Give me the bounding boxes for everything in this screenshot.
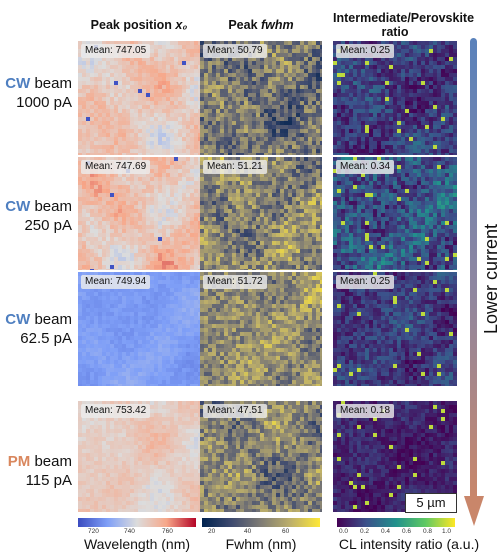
beam-mode: CW bbox=[5, 311, 31, 328]
map-texture bbox=[333, 272, 457, 386]
colorbar-gradient bbox=[337, 518, 455, 527]
colorbar-ratio: 0.0 0.2 0.4 0.6 0.8 1.0 bbox=[337, 518, 455, 535]
map-texture bbox=[200, 272, 322, 386]
map-peak-position-pm-115: Mean: 753.42 bbox=[78, 401, 200, 512]
beam-mode: PM bbox=[7, 453, 31, 470]
mean-value-label: Mean: 50.79 bbox=[203, 44, 267, 58]
map-ratio-cw-250: Mean: 0.34 bbox=[333, 157, 457, 270]
colorbar-gradient bbox=[78, 518, 196, 527]
mean-value-label: Mean: 747.05 bbox=[81, 44, 151, 58]
mean-value-label: Mean: 51.72 bbox=[203, 275, 267, 289]
map-peak-fwhm-cw-62: Mean: 51.72 bbox=[200, 272, 322, 386]
map-texture bbox=[78, 401, 200, 512]
map-ratio-pm-115: Mean: 0.18 bbox=[333, 401, 457, 512]
map-peak-position-cw-1000: Mean: 747.05 bbox=[78, 41, 200, 155]
mean-value-label: Mean: 747.69 bbox=[81, 160, 151, 174]
mean-value-label: Mean: 749.94 bbox=[81, 275, 151, 289]
colorbar-tick: 20 bbox=[208, 528, 216, 535]
map-peak-fwhm-cw-250: Mean: 51.21 bbox=[200, 157, 322, 270]
map-peak-fwhm-pm-115: Mean: 47.51 bbox=[200, 401, 322, 512]
row-label-cw-1000: CW beam 1000 pA bbox=[5, 75, 72, 111]
row-label-cw-250: CW beam 250 pA bbox=[5, 198, 72, 234]
colorbar-tick: 0.0 bbox=[339, 528, 349, 535]
colorbar-tick: 1.0 bbox=[442, 528, 452, 535]
lower-current-arrow bbox=[464, 38, 484, 526]
map-peak-position-cw-62: Mean: 749.94 bbox=[78, 272, 200, 386]
colorbar-fwhm: 20 40 60 bbox=[202, 518, 320, 535]
map-texture bbox=[333, 401, 457, 512]
colorbar-wavelength: 720 740 760 bbox=[78, 518, 196, 535]
mean-value-label: Mean: 0.25 bbox=[336, 275, 395, 289]
beam-mode: CW bbox=[5, 75, 31, 92]
row-label-cw-62: CW beam 62.5 pA bbox=[5, 311, 72, 347]
column-title-ratio: Intermediate/Perovskite ratio bbox=[333, 11, 475, 39]
map-peak-fwhm-cw-1000: Mean: 50.79 bbox=[200, 41, 322, 155]
map-texture bbox=[78, 41, 200, 155]
column-title-peak-position: Peak position x₀ bbox=[90, 18, 188, 32]
colorbar-tick: 0.4 bbox=[381, 528, 391, 535]
colorbar-gradient bbox=[202, 518, 320, 527]
column-title-peak-fwhm: Peak fwhm bbox=[228, 18, 294, 32]
map-texture bbox=[200, 41, 322, 155]
colorbar-tick: 760 bbox=[162, 528, 173, 535]
colorbar-label-fwhm: Fwhm (nm) bbox=[225, 536, 297, 552]
mean-value-label: Mean: 0.18 bbox=[336, 404, 395, 418]
map-texture bbox=[333, 41, 457, 155]
map-texture bbox=[78, 272, 200, 386]
colorbar-tick: 0.8 bbox=[423, 528, 433, 535]
colorbar-tick: 740 bbox=[124, 528, 135, 535]
beam-mode: CW bbox=[5, 198, 31, 215]
map-texture bbox=[333, 157, 457, 270]
mean-value-label: Mean: 0.25 bbox=[336, 44, 395, 58]
scale-bar-label: 5 µm bbox=[416, 495, 446, 510]
colorbar-tick: 40 bbox=[244, 528, 252, 535]
map-ratio-cw-1000: Mean: 0.25 bbox=[333, 41, 457, 155]
map-ratio-cw-62: Mean: 0.25 bbox=[333, 272, 457, 386]
lower-current-label: Lower current bbox=[481, 223, 500, 335]
row-label-pm-115: PM beam 115 pA bbox=[7, 453, 72, 489]
colorbar-label-ratio: CL intensity ratio (a.u.) bbox=[338, 536, 480, 552]
mean-value-label: Mean: 0.34 bbox=[336, 160, 395, 174]
colorbar-tick: 60 bbox=[282, 528, 290, 535]
colorbar-tick: 0.6 bbox=[402, 528, 412, 535]
map-peak-position-cw-250: Mean: 747.69 bbox=[78, 157, 200, 270]
scale-bar: 5 µm bbox=[405, 493, 457, 513]
colorbar-label-wavelength: Wavelength (nm) bbox=[83, 536, 191, 552]
mean-value-label: Mean: 47.51 bbox=[203, 404, 267, 418]
mean-value-label: Mean: 51.21 bbox=[203, 160, 267, 174]
colorbar-tick: 720 bbox=[88, 528, 99, 535]
colorbar-tick: 0.2 bbox=[360, 528, 370, 535]
mean-value-label: Mean: 753.42 bbox=[81, 404, 151, 418]
